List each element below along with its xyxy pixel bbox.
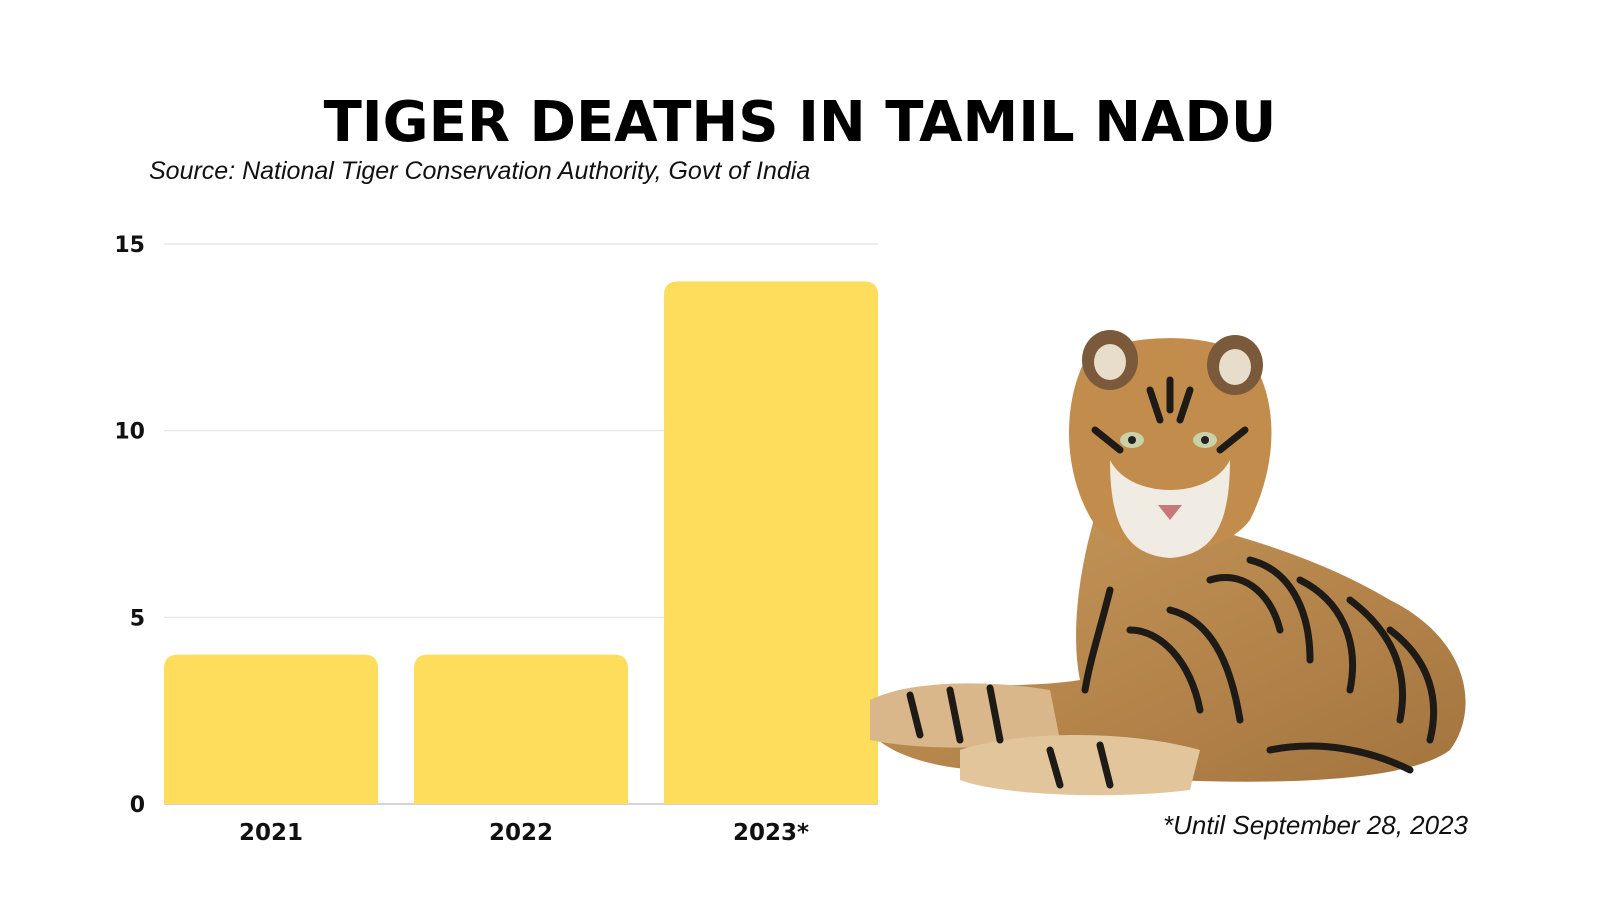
- chart-source: Source: National Tiger Conservation Auth…: [149, 157, 811, 185]
- bar-2023*: [664, 281, 878, 804]
- x-tick-label: 2023*: [733, 820, 809, 846]
- y-tick-label: 15: [114, 233, 145, 258]
- y-tick-label: 5: [130, 606, 145, 631]
- x-tick-label: 2021: [239, 820, 303, 846]
- y-tick-label: 0: [130, 793, 145, 818]
- chart-title: TIGER DEATHS IN TAMIL NADU: [323, 90, 1277, 155]
- x-tick-label: 2022: [489, 820, 553, 846]
- bar-2021: [164, 654, 378, 804]
- bar-2022: [414, 654, 628, 804]
- y-tick-label: 10: [114, 420, 145, 445]
- tiger-photo-icon: [870, 330, 1466, 796]
- footnote: *Until September 28, 2023: [1163, 810, 1468, 840]
